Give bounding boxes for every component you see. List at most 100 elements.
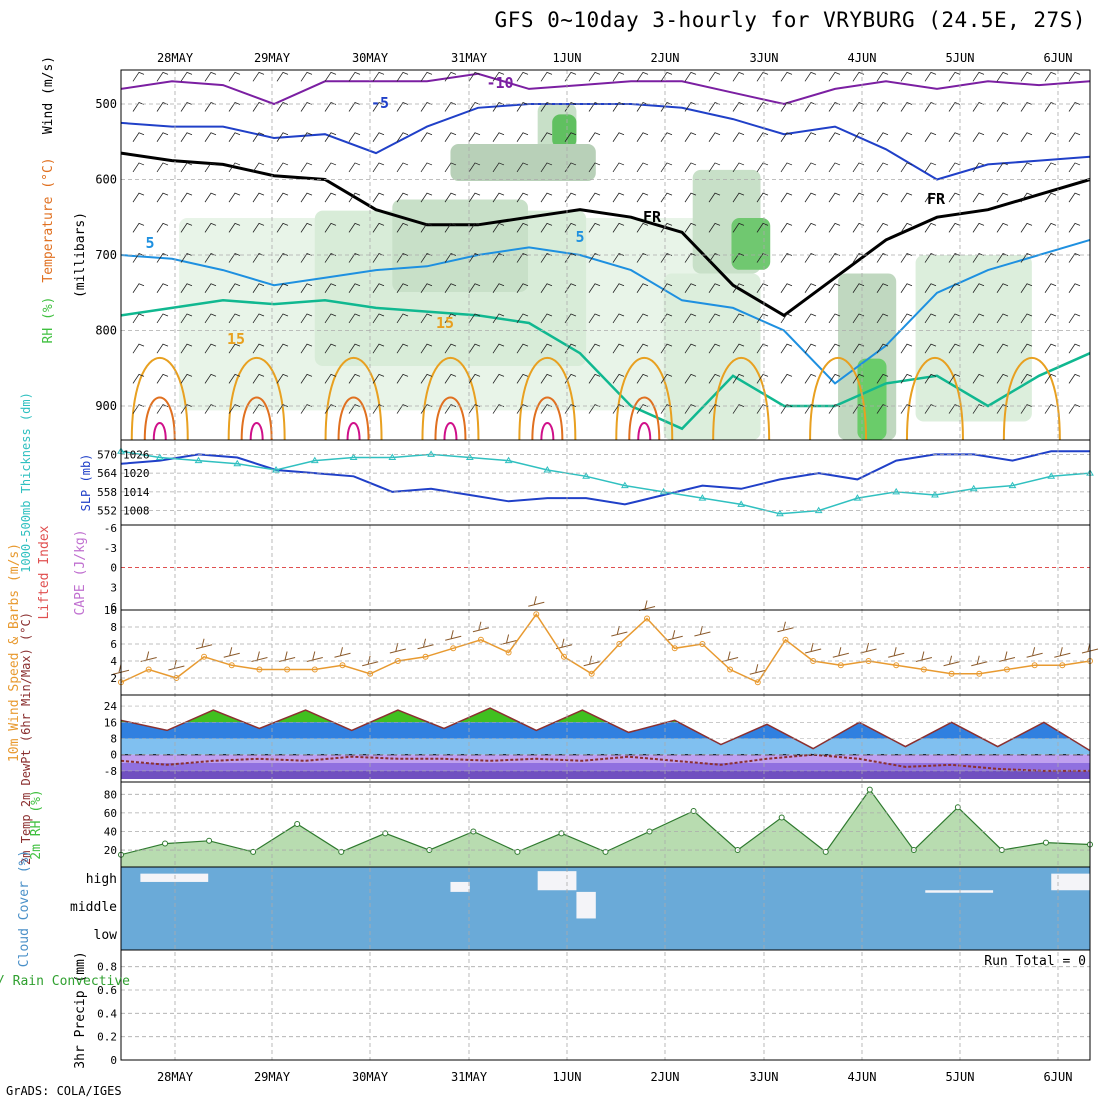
y-axis-label: 1000-500mb Thickness (dm): [19, 392, 33, 573]
data-point: [1042, 839, 1049, 846]
wind-barb: [1044, 222, 1057, 233]
y-tick-label: 6: [110, 638, 117, 651]
wind-barb: [732, 343, 745, 354]
temp-band: [121, 762, 1090, 771]
wind-barb: [444, 253, 457, 263]
wind-barb: [492, 192, 505, 203]
wind-barb: [684, 343, 697, 354]
wind-barb: [472, 621, 490, 633]
wind-barb: [516, 313, 529, 324]
wind-barb: [828, 192, 841, 203]
wind-barb: [636, 192, 649, 203]
wind-barb: [924, 162, 937, 173]
wind-barb: [900, 132, 913, 142]
x-tick-label-top: 2JUN: [651, 51, 680, 65]
wind-barb: [684, 102, 697, 112]
wind-barb: [588, 132, 601, 142]
y-tick-label: 564: [97, 467, 117, 480]
wind-barb: [732, 102, 745, 112]
wind-barb: [1068, 253, 1081, 263]
series-line: [120, 753, 1090, 772]
wind-barb: [444, 162, 457, 173]
wind-barb: [564, 404, 577, 414]
wind-barb: [540, 222, 553, 233]
y-axis-label: Lifted Index: [37, 525, 52, 619]
wind-barb: [660, 222, 673, 233]
x-tick-label-top: 29MAY: [254, 51, 291, 65]
wind-barb: [852, 283, 865, 293]
y2-tick-label: 1020: [123, 467, 150, 480]
y-tick-label: 500: [95, 97, 117, 111]
wind-barb: [1020, 71, 1033, 82]
wind-barb: [588, 222, 601, 233]
wind-barb: [348, 253, 361, 263]
wind-barb: [948, 253, 961, 263]
wind-barb: [444, 192, 457, 203]
wind-barb: [276, 313, 289, 324]
wind-barb: [948, 343, 961, 354]
wind-barb: [852, 102, 865, 112]
wind-barb: [334, 647, 351, 658]
y-tick-label: 558: [97, 486, 117, 499]
x-tick-label-top: 4JUN: [848, 51, 877, 65]
data-point: [853, 494, 862, 501]
wind-barb: [721, 651, 739, 662]
wind-barb: [348, 313, 361, 324]
wind-barb: [252, 373, 265, 384]
wind-barb: [324, 283, 337, 293]
wind-barb: [660, 343, 673, 354]
isotherm-line: [120, 151, 1091, 318]
data-point: [201, 653, 208, 660]
wind-barb: [180, 404, 193, 414]
wind-barb: [348, 404, 361, 414]
wind-barb: [372, 132, 385, 142]
wind-barb: [420, 162, 433, 173]
wind-barb: [1068, 313, 1081, 324]
data-point: [582, 472, 591, 479]
wind-barb: [804, 162, 817, 173]
data-point: [671, 645, 678, 652]
wind-barb: [612, 373, 625, 384]
wind-barb: [156, 132, 169, 142]
wind-barb: [396, 283, 409, 293]
data-point: [1008, 481, 1017, 489]
isotherm-20: [531, 396, 564, 441]
wind-barb: [132, 283, 145, 293]
wind-barb: [1044, 373, 1057, 384]
wind-barb: [324, 132, 337, 142]
isotherm-25: [249, 422, 264, 441]
wind-barb: [828, 343, 841, 354]
x-tick-label-top: 6JUN: [1044, 51, 1073, 65]
wind-barb: [444, 102, 457, 112]
wind-barb: [252, 71, 265, 82]
wind-barb: [1044, 313, 1057, 324]
wind-barb: [276, 404, 289, 414]
wind-barb: [804, 222, 817, 233]
y-tick-label: 552: [97, 505, 117, 518]
wind-barb: [756, 313, 769, 324]
wind-barb: [636, 283, 649, 293]
isotherm-20: [240, 396, 273, 441]
wind-barb: [468, 373, 481, 384]
wind-barb: [732, 313, 745, 324]
wind-barb: [780, 222, 793, 233]
wind-barb: [396, 71, 409, 82]
wind-barb: [948, 192, 961, 203]
run-total-label: Run Total = 0: [984, 954, 1086, 969]
y-axis-label: Wind (m/s): [41, 56, 56, 134]
y-tick-label: 3: [110, 581, 117, 594]
wind-barb: [396, 132, 409, 142]
wind-barb: [1068, 102, 1081, 112]
wind-barb: [372, 283, 385, 293]
wind-barb: [860, 642, 877, 654]
wind-barb: [684, 132, 697, 142]
y-tick-label: 2: [110, 672, 117, 685]
wind-barb: [924, 313, 937, 324]
wind-barb: [180, 71, 193, 82]
wind-barb: [804, 313, 817, 324]
wind-barb: [972, 283, 985, 293]
wind-barb: [228, 102, 241, 112]
wind-barb: [1068, 343, 1081, 354]
wind-barb: [732, 71, 745, 82]
wind-barb: [492, 132, 505, 142]
